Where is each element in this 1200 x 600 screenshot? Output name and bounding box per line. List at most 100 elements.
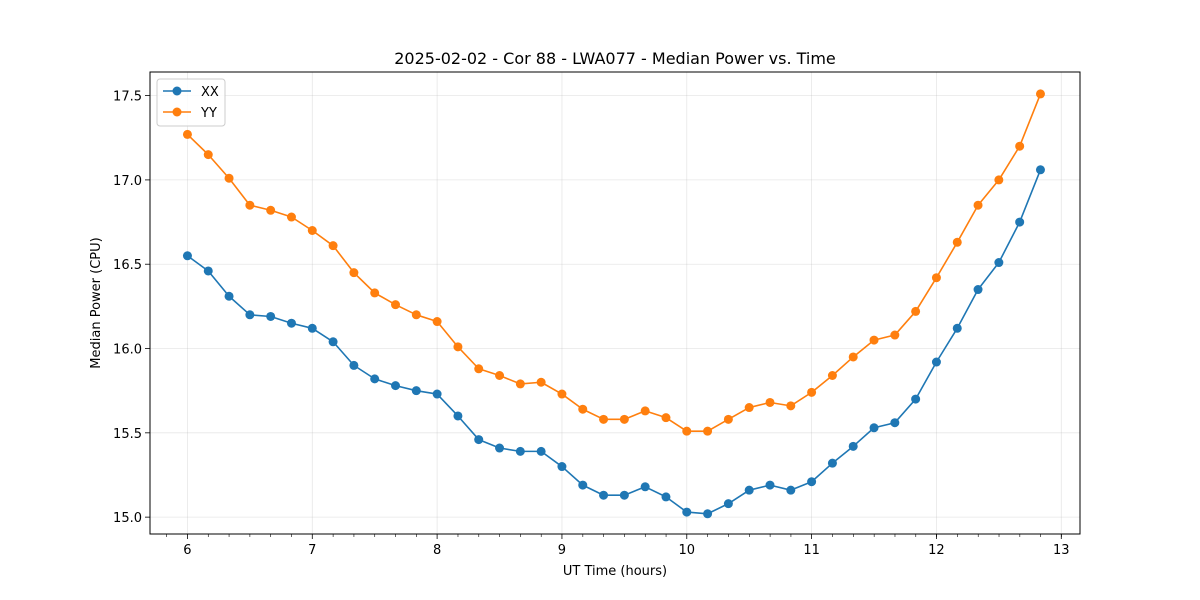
x-tick-label: 10 bbox=[679, 543, 696, 558]
data-point-yy bbox=[911, 306, 921, 316]
series-area bbox=[182, 89, 1045, 519]
data-point-yy bbox=[994, 175, 1004, 185]
data-point-yy bbox=[286, 212, 296, 222]
data-point-xx bbox=[495, 443, 505, 453]
x-tick-label: 7 bbox=[308, 543, 316, 558]
plot-frame bbox=[149, 71, 1081, 535]
data-point-xx bbox=[307, 323, 317, 333]
data-point-yy bbox=[474, 364, 484, 374]
data-point-xx bbox=[536, 446, 546, 456]
x-tick-label: 13 bbox=[1053, 543, 1070, 558]
data-point-xx bbox=[848, 441, 858, 451]
data-point-yy bbox=[1035, 89, 1045, 99]
data-point-yy bbox=[370, 288, 380, 298]
data-point-yy bbox=[203, 150, 213, 160]
x-tick-label: 11 bbox=[803, 543, 820, 558]
data-point-yy bbox=[931, 273, 941, 283]
data-point-yy bbox=[973, 200, 983, 210]
data-point-xx bbox=[765, 480, 775, 490]
data-point-xx bbox=[411, 386, 421, 396]
data-point-xx bbox=[557, 462, 567, 472]
data-point-xx bbox=[182, 251, 192, 261]
y-tick-label: 17.5 bbox=[113, 90, 142, 105]
data-point-yy bbox=[827, 371, 837, 381]
x-tick-label: 9 bbox=[558, 543, 566, 558]
data-point-xx bbox=[1015, 217, 1025, 227]
data-point-xx bbox=[328, 337, 338, 347]
data-point-yy bbox=[411, 310, 421, 320]
data-point-yy bbox=[952, 237, 962, 247]
data-point-xx bbox=[994, 258, 1004, 268]
legend-label-yy: YY bbox=[200, 106, 217, 121]
data-point-xx bbox=[370, 374, 380, 384]
y-tick-label: 16.0 bbox=[113, 343, 142, 358]
legend-label-xx: XX bbox=[201, 85, 219, 100]
x-axis-label: UT Time (hours) bbox=[563, 564, 667, 579]
data-point-xx bbox=[1035, 165, 1045, 175]
data-point-xx bbox=[703, 509, 713, 519]
data-point-yy bbox=[453, 342, 463, 352]
legend-marker-yy bbox=[172, 107, 182, 117]
data-point-yy bbox=[765, 397, 775, 407]
data-point-xx bbox=[349, 360, 359, 370]
data-point-yy bbox=[536, 377, 546, 387]
data-point-xx bbox=[245, 310, 255, 320]
data-point-yy bbox=[661, 413, 671, 423]
data-point-yy bbox=[224, 173, 234, 183]
data-point-xx bbox=[786, 485, 796, 495]
data-point-xx bbox=[391, 381, 401, 391]
data-point-yy bbox=[723, 414, 733, 424]
data-point-yy bbox=[578, 404, 588, 414]
data-point-xx bbox=[661, 492, 671, 502]
data-point-xx bbox=[807, 477, 817, 487]
data-point-yy bbox=[328, 241, 338, 251]
series-yy bbox=[182, 89, 1045, 436]
data-point-yy bbox=[266, 205, 276, 215]
data-point-yy bbox=[744, 403, 754, 413]
data-point-xx bbox=[619, 490, 629, 500]
data-point-xx bbox=[640, 482, 650, 492]
grid bbox=[150, 72, 1080, 534]
data-point-yy bbox=[307, 225, 317, 235]
data-point-xx bbox=[827, 458, 837, 468]
data-point-yy bbox=[182, 129, 192, 139]
x-tick-label: 12 bbox=[928, 543, 945, 558]
data-point-xx bbox=[578, 480, 588, 490]
data-point-xx bbox=[432, 389, 442, 399]
data-point-yy bbox=[391, 300, 401, 310]
data-point-xx bbox=[474, 435, 484, 445]
data-point-xx bbox=[973, 285, 983, 295]
y-axis-label: Median Power (CPU) bbox=[89, 237, 104, 368]
legend-marker-xx bbox=[172, 86, 182, 96]
data-point-yy bbox=[703, 426, 713, 436]
data-point-yy bbox=[682, 426, 692, 436]
data-point-xx bbox=[911, 394, 921, 404]
data-point-yy bbox=[599, 414, 609, 424]
y-tick-label: 16.5 bbox=[113, 258, 142, 273]
data-point-xx bbox=[286, 318, 296, 328]
data-point-yy bbox=[349, 268, 359, 278]
data-point-yy bbox=[557, 389, 567, 399]
data-point-yy bbox=[786, 401, 796, 411]
data-point-yy bbox=[807, 387, 817, 397]
series-xx bbox=[182, 165, 1045, 519]
data-point-yy bbox=[869, 335, 879, 345]
data-point-yy bbox=[1015, 141, 1025, 151]
data-point-xx bbox=[890, 418, 900, 428]
data-point-yy bbox=[890, 330, 900, 340]
chart-title: 2025-02-02 - Cor 88 - LWA077 - Median Po… bbox=[394, 49, 836, 68]
data-point-yy bbox=[619, 414, 629, 424]
x-tick-label: 6 bbox=[183, 543, 191, 558]
data-point-xx bbox=[952, 323, 962, 333]
data-point-xx bbox=[266, 311, 276, 321]
data-point-xx bbox=[723, 499, 733, 509]
legend: XX YY bbox=[156, 78, 226, 127]
data-point-xx bbox=[869, 423, 879, 433]
data-point-xx bbox=[203, 266, 213, 276]
data-point-xx bbox=[515, 446, 525, 456]
data-point-xx bbox=[931, 357, 941, 367]
data-point-yy bbox=[495, 371, 505, 381]
data-point-xx bbox=[682, 507, 692, 517]
data-point-yy bbox=[432, 317, 442, 327]
